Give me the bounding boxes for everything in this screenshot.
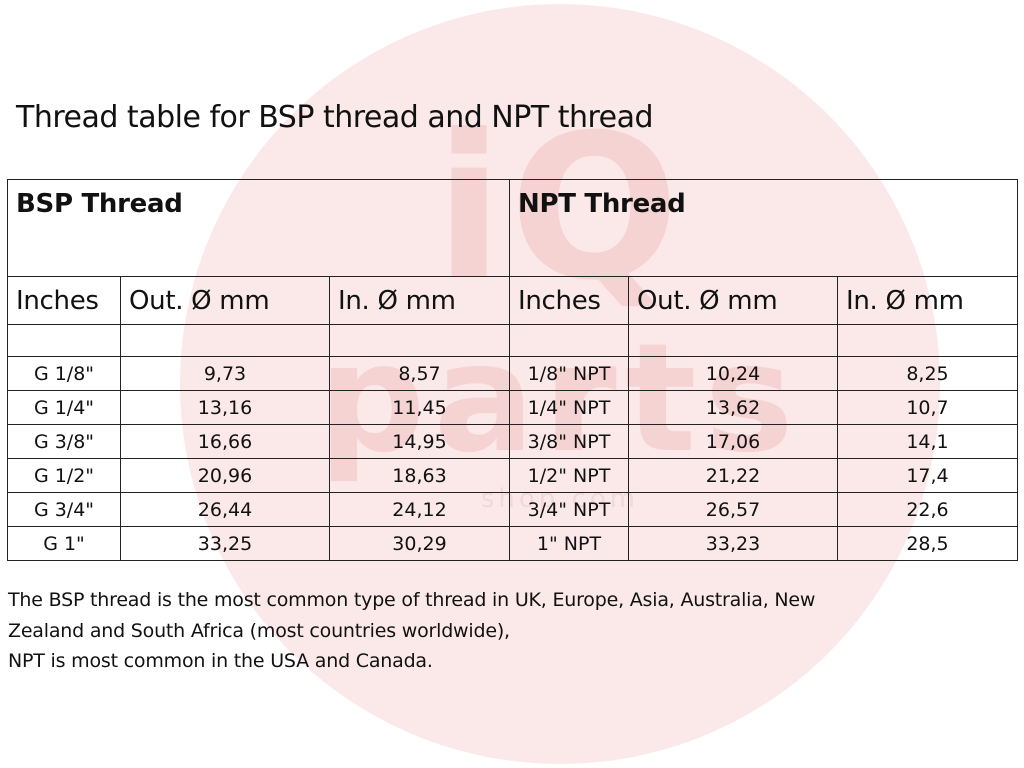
group-header-row: BSP Thread NPT Thread [7,179,1019,277]
page-title: Thread table for BSP thread and NPT thre… [16,100,654,135]
bsp-size-cell: G 1/4" [7,390,121,425]
table-row: G 1/4" 13,16 11,45 1/4" NPT 13,62 10,7 [7,390,1019,425]
bsp-size-cell: G 1/8" [7,356,121,391]
bsp-outer-diameter-cell: 20,96 [120,458,330,493]
npt-size-cell: 1" NPT [509,526,629,561]
bsp-outer-diameter-cell: 26,44 [120,492,330,527]
bsp-inner-diameter-cell: 14,95 [329,424,510,459]
bsp-outer-diameter-cell: 33,25 [120,526,330,561]
npt-inner-diameter-cell: 14,1 [836,424,1019,459]
npt-inner-diameter-cell: 22,6 [836,492,1019,527]
footnote: The BSP thread is the most common type o… [8,585,815,677]
bsp-inner-diameter-cell: 30,29 [329,526,510,561]
npt-size-cell: 1/4" NPT [509,390,629,425]
npt-group-header: NPT Thread [508,179,1019,277]
npt-outer-diameter-cell: 10,24 [628,356,838,391]
column-header: Out. Ø mm [628,276,838,325]
npt-size-cell: 3/4" NPT [509,492,629,527]
npt-outer-diameter-cell: 26,57 [628,492,838,527]
bsp-group-header: BSP Thread [7,179,510,277]
npt-size-cell: 1/8" NPT [509,356,629,391]
npt-inner-diameter-cell: 17,4 [836,458,1019,493]
npt-outer-diameter-cell: 21,22 [628,458,838,493]
thread-table: BSP Thread NPT Thread Inches Out. Ø mm I… [7,179,1019,561]
column-header: Out. Ø mm [120,276,330,325]
empty-cell [628,324,838,357]
empty-cell [120,324,330,357]
npt-inner-diameter-cell: 8,25 [836,356,1019,391]
empty-row [7,324,1019,357]
table-row: G 3/4" 26,44 24,12 3/4" NPT 26,57 22,6 [7,492,1019,527]
column-header-row: Inches Out. Ø mm In. Ø mm Inches Out. Ø … [7,276,1019,325]
bsp-inner-diameter-cell: 11,45 [329,390,510,425]
npt-outer-diameter-cell: 17,06 [628,424,838,459]
bsp-inner-diameter-cell: 24,12 [329,492,510,527]
bsp-size-cell: G 3/4" [7,492,121,527]
empty-cell [836,324,1019,357]
npt-size-cell: 1/2" NPT [509,458,629,493]
footnote-line-3: NPT is most common in the USA and Canada… [8,650,433,672]
empty-cell [329,324,510,357]
bsp-inner-diameter-cell: 18,63 [329,458,510,493]
column-header: Inches [7,276,121,325]
bsp-size-cell: G 1" [7,526,121,561]
empty-cell [509,324,629,357]
npt-size-cell: 3/8" NPT [509,424,629,459]
bsp-size-cell: G 3/8" [7,424,121,459]
npt-outer-diameter-cell: 13,62 [628,390,838,425]
table-row: G 1/8" 9,73 8,57 1/8" NPT 10,24 8,25 [7,356,1019,391]
column-header: In. Ø mm [836,276,1019,325]
column-header: Inches [509,276,629,325]
npt-inner-diameter-cell: 10,7 [836,390,1019,425]
bsp-inner-diameter-cell: 8,57 [329,356,510,391]
bsp-outer-diameter-cell: 16,66 [120,424,330,459]
footnote-line-2: Zealand and South Africa (most countries… [8,619,510,642]
footnote-line-1: The BSP thread is the most common type o… [8,589,816,611]
empty-cell [7,324,121,357]
table-row: G 1/2" 20,96 18,63 1/2" NPT 21,22 17,4 [7,458,1019,493]
npt-inner-diameter-cell: 28,5 [836,526,1019,561]
column-header: In. Ø mm [329,276,510,325]
npt-outer-diameter-cell: 33,23 [628,526,838,561]
bsp-outer-diameter-cell: 9,73 [120,356,330,391]
bsp-size-cell: G 1/2" [7,458,121,493]
bsp-outer-diameter-cell: 13,16 [120,390,330,425]
table-row: G 1" 33,25 30,29 1" NPT 33,23 28,5 [7,526,1019,561]
table-row: G 3/8" 16,66 14,95 3/8" NPT 17,06 14,1 [7,424,1019,459]
